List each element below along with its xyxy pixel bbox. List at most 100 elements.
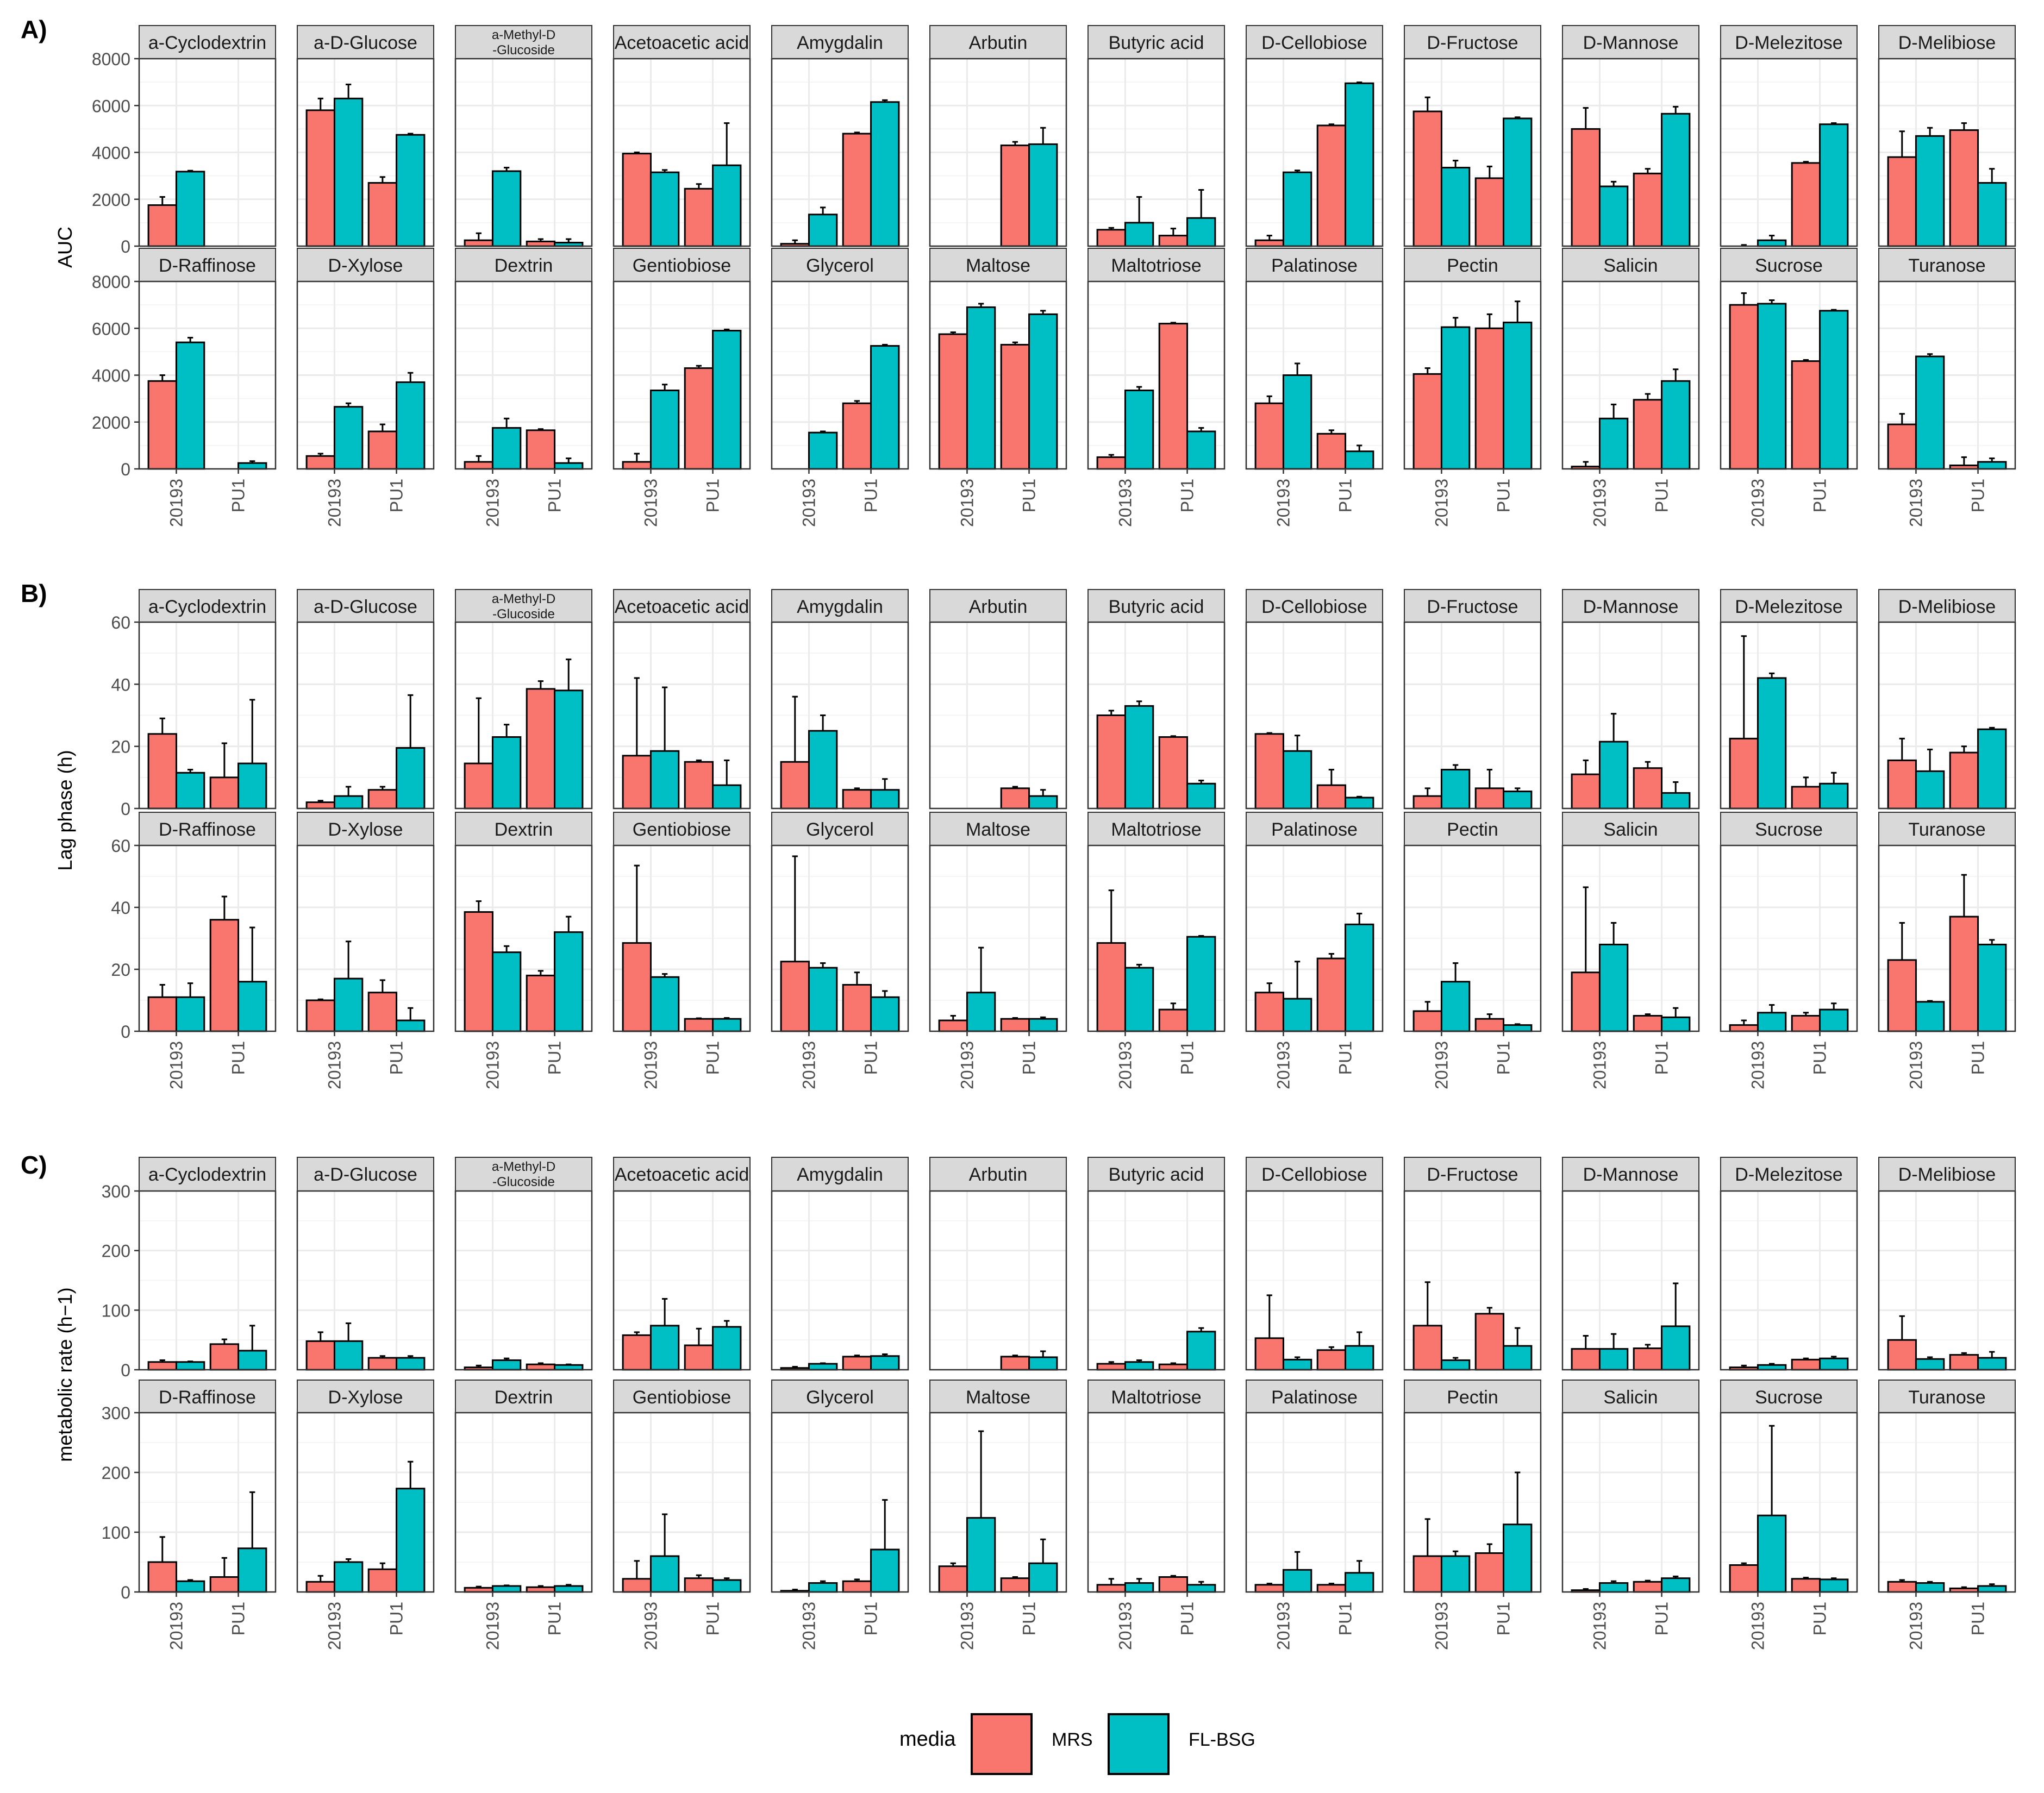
bar-flbsg xyxy=(396,1019,426,1032)
y-tick-label: 200 xyxy=(102,1463,130,1483)
x-tick-label: 20193 xyxy=(1432,1041,1451,1089)
panel-label: C) xyxy=(21,1151,47,1179)
bar-flbsg xyxy=(808,1363,838,1371)
facet: D-Mannose xyxy=(1561,589,1700,810)
bar-flbsg xyxy=(396,381,426,470)
plot-frame xyxy=(1087,58,1226,247)
plot-frame xyxy=(929,1190,1067,1371)
bar-flbsg xyxy=(554,462,584,470)
bar-mrs xyxy=(622,461,652,470)
facet-strip xyxy=(455,589,592,624)
x-tick-label: PU1 xyxy=(1968,1041,1988,1075)
bar-mrs xyxy=(1158,1576,1189,1593)
x-tick-label: 20193 xyxy=(1748,1041,1767,1089)
facet-strip xyxy=(1720,25,1858,60)
facet: D-Xylose 20193 PU1 xyxy=(296,1380,435,1650)
bar-mrs xyxy=(526,688,556,810)
panel-label: B) xyxy=(21,579,47,607)
facet-strip xyxy=(297,1380,434,1414)
bar-flbsg xyxy=(1661,1325,1691,1371)
bar-mrs xyxy=(1791,786,1821,810)
facet: a-D-Glucose xyxy=(296,1157,435,1371)
bar-mrs xyxy=(526,240,556,247)
bar-flbsg xyxy=(1977,1357,2007,1371)
facet-title: a-D-Glucose xyxy=(314,33,417,53)
y-tick-label: 0 xyxy=(121,1022,130,1042)
facet-strip xyxy=(1404,248,1541,283)
x-tick-label: PU1 xyxy=(387,1041,407,1075)
facet: D-Melibiose xyxy=(1878,25,2016,247)
x-tick-label: 20193 xyxy=(1273,479,1293,527)
facet: D-Xylose 20193 PU1 xyxy=(296,812,435,1089)
facet-title: Maltotriose xyxy=(1111,255,1201,276)
y-tick-label: 2000 xyxy=(92,190,130,210)
facet-title: a-Methyl-D xyxy=(492,592,555,606)
bar-flbsg xyxy=(870,345,900,470)
x-tick-label: PU1 xyxy=(1178,479,1197,512)
bar-flbsg xyxy=(1598,1348,1629,1371)
x-tick-label: PU1 xyxy=(1336,479,1355,512)
bar-mrs xyxy=(209,776,240,810)
panel-2: B) Lag phase (h) a-Cyclodextrin 0 20 40 60 a-D-… xyxy=(21,579,2016,1089)
bar-flbsg xyxy=(491,1585,522,1593)
bar-mrs xyxy=(1887,1339,1917,1371)
bar-flbsg xyxy=(1282,1569,1312,1593)
bar-flbsg xyxy=(1661,380,1691,470)
legend-key-flbsg xyxy=(1108,1713,1170,1775)
bar-flbsg xyxy=(554,1364,584,1371)
facet-strip xyxy=(1087,248,1225,283)
y-tick-label: 2000 xyxy=(92,413,130,432)
y-tick-label: 200 xyxy=(102,1242,130,1261)
bar-flbsg xyxy=(1186,217,1216,247)
bar-flbsg xyxy=(1345,797,1374,810)
bar-flbsg xyxy=(1124,390,1154,470)
x-tick-label: PU1 xyxy=(229,1041,248,1075)
facet: Sucrose 20193 PU1 xyxy=(1720,1380,1858,1650)
facet-title: a-Methyl-D xyxy=(492,28,555,42)
y-axis-title: Lag phase (h) xyxy=(54,750,76,870)
facet: Salicin 20193 PU1 xyxy=(1561,248,1700,527)
plot-frame xyxy=(296,1190,435,1371)
plot-frame xyxy=(929,621,1067,810)
plot-frame xyxy=(1245,621,1384,810)
bar-mrs xyxy=(1791,162,1821,247)
bar-flbsg xyxy=(396,747,426,810)
bar-flbsg xyxy=(808,1582,838,1593)
facet: Dextrin 20193 PU1 xyxy=(454,812,593,1089)
plot-frame xyxy=(929,58,1067,247)
bar-flbsg xyxy=(1915,1582,1945,1593)
bar-flbsg xyxy=(1503,321,1533,470)
bar-mrs xyxy=(1158,323,1189,470)
bar-flbsg xyxy=(1503,1024,1533,1032)
bar-mrs xyxy=(1474,787,1505,810)
facet-title: D-Melezitose xyxy=(1735,1164,1842,1185)
bar-mrs xyxy=(1316,784,1347,810)
bar-flbsg xyxy=(808,431,838,470)
facet-title: Maltose xyxy=(966,819,1030,840)
y-tick-label: 60 xyxy=(111,836,130,856)
facet-strip xyxy=(1246,1157,1383,1192)
plot-frame xyxy=(1561,844,1700,1032)
facet: Glycerol 20193 PU1 xyxy=(771,248,909,527)
x-tick-label: PU1 xyxy=(1652,479,1672,512)
bar-mrs xyxy=(1633,767,1663,810)
bar-flbsg xyxy=(1186,936,1216,1032)
x-tick-label: PU1 xyxy=(1020,1602,1039,1635)
facet-strip xyxy=(1720,248,1858,283)
bar-flbsg xyxy=(1440,326,1471,470)
x-tick-label: 20193 xyxy=(641,479,660,527)
bar-flbsg xyxy=(1186,782,1216,810)
facet-title: Sucrose xyxy=(1755,1387,1823,1408)
bar-mrs xyxy=(1000,1577,1030,1593)
facet: a-Methyl-D-Glucoside xyxy=(454,25,593,247)
x-tick-label: 20193 xyxy=(1748,479,1767,527)
bar-flbsg xyxy=(870,101,900,247)
plot-frame xyxy=(1561,280,1700,470)
bar-mrs xyxy=(367,430,398,470)
bar-mrs xyxy=(147,1361,177,1371)
facet-strip xyxy=(1720,812,1858,847)
facet-title: a-Cyclodextrin xyxy=(148,597,266,617)
plot-frame xyxy=(1403,58,1542,247)
bar-mrs xyxy=(1254,733,1284,810)
plot-frame xyxy=(1720,1190,1858,1371)
